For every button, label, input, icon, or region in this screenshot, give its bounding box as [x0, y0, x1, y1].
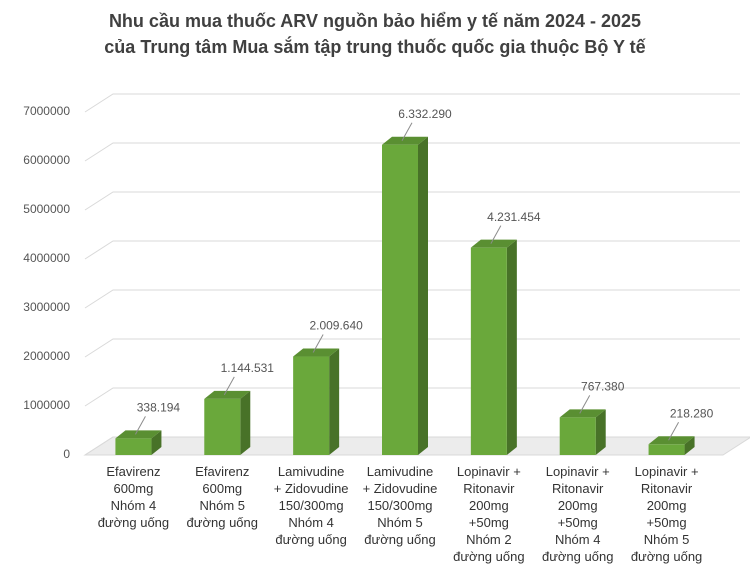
bar-top	[559, 409, 606, 418]
grid-line	[84, 142, 740, 162]
leader-line	[579, 395, 591, 414]
y-tick-label: 6000000	[23, 153, 70, 167]
bar-side	[151, 430, 162, 455]
value-label: 4.231.454	[487, 210, 541, 224]
grid-line	[84, 338, 740, 358]
leader-line	[490, 225, 502, 244]
y-tick-label: 7000000	[23, 104, 70, 118]
grid-line	[84, 436, 740, 456]
x-tick-label: Lopinavir + Ritonavir 200mg +50mg Nhóm 5…	[630, 464, 703, 564]
y-tick-label: 5000000	[23, 202, 70, 216]
bar	[559, 409, 606, 455]
x-tick-label: Efavirenz 600mg Nhóm 4 đường uống	[97, 464, 170, 530]
bar-front	[204, 398, 241, 455]
bar-top	[115, 430, 162, 439]
value-label: 6.332.290	[398, 107, 452, 121]
x-tick-label: Lopinavir + Ritonavir 200mg +50mg Nhóm 4…	[541, 464, 614, 564]
y-tick-label: 0	[63, 447, 70, 461]
bar-top	[204, 390, 251, 399]
leader-line	[312, 334, 324, 353]
y-tick-label: 3000000	[23, 300, 70, 314]
grid-line	[84, 191, 740, 211]
x-tick-label: Lamivudine + Zidovudine 150/300mg Nhóm 5…	[362, 464, 438, 547]
bar-side	[506, 239, 517, 455]
bar	[293, 348, 340, 455]
grid-line	[84, 93, 740, 113]
leader-line	[668, 422, 680, 441]
bar	[204, 390, 251, 455]
value-label: 338.194	[137, 401, 181, 415]
chart-title: Nhu cầu mua thuốc ARV nguồn bảo hiểm y t…	[104, 11, 646, 57]
bar-front	[115, 438, 152, 455]
bar-front	[648, 444, 685, 455]
bar	[115, 430, 162, 455]
leader-line	[401, 122, 413, 141]
bar-top	[648, 436, 695, 445]
bar-side	[595, 409, 606, 455]
value-label: 767.380	[581, 380, 625, 394]
x-tick-label: Lopinavir + Ritonavir 200mg +50mg Nhóm 2…	[453, 464, 525, 564]
bar-front	[470, 247, 507, 455]
grid-line	[84, 289, 740, 309]
bar	[648, 436, 695, 455]
leader-line	[223, 376, 235, 396]
bar	[470, 239, 517, 455]
grid-line	[84, 240, 740, 260]
x-tick-label: Efavirenz 600mg Nhóm 5 đường uống	[186, 464, 258, 530]
y-tick-label: 2000000	[23, 349, 70, 363]
bar-side	[684, 436, 695, 455]
value-label: 218.280	[670, 406, 714, 420]
value-label: 1.144.531	[221, 361, 275, 375]
bar-front	[559, 417, 596, 455]
bar-front	[382, 144, 418, 456]
bar-front	[293, 356, 330, 455]
bar-top	[470, 239, 517, 248]
y-tick-label: 1000000	[23, 398, 70, 412]
x-tick-label: Lamivudine + Zidovudine 150/300mg Nhóm 4…	[273, 464, 349, 547]
value-label: 2.009.640	[309, 319, 363, 333]
grid-line	[84, 387, 740, 407]
bar-side	[418, 136, 428, 456]
bar	[382, 136, 428, 456]
bar-side	[329, 348, 340, 455]
y-tick-label: 4000000	[23, 251, 70, 265]
bar-top	[293, 348, 340, 357]
bar-top	[382, 136, 428, 145]
bar-side	[240, 390, 251, 455]
leader-line	[134, 416, 146, 435]
